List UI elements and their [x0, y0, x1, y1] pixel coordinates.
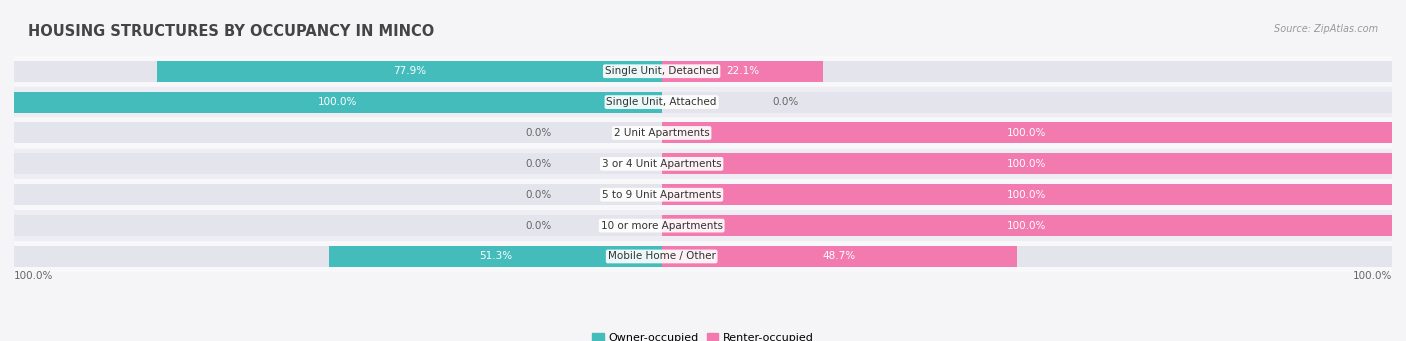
Text: 0.0%: 0.0%	[526, 221, 551, 231]
Text: 100.0%: 100.0%	[1007, 128, 1046, 138]
Bar	[14, 210, 1392, 241]
Bar	[14, 118, 1392, 148]
Text: 0.0%: 0.0%	[526, 190, 551, 200]
Text: 2 Unit Apartments: 2 Unit Apartments	[614, 128, 710, 138]
Bar	[14, 92, 662, 113]
Bar	[157, 61, 662, 82]
Bar	[14, 87, 1392, 117]
Text: Single Unit, Detached: Single Unit, Detached	[605, 66, 718, 76]
Text: 100.0%: 100.0%	[1007, 221, 1046, 231]
Text: 100.0%: 100.0%	[1007, 190, 1046, 200]
Bar	[662, 215, 1392, 236]
Text: Single Unit, Attached: Single Unit, Attached	[606, 97, 717, 107]
Bar	[14, 92, 1392, 113]
Bar	[662, 246, 1018, 267]
Bar	[14, 122, 1392, 144]
Text: 0.0%: 0.0%	[772, 97, 799, 107]
Bar	[329, 246, 662, 267]
Text: 5 to 9 Unit Apartments: 5 to 9 Unit Apartments	[602, 190, 721, 200]
Text: 48.7%: 48.7%	[823, 251, 856, 262]
Bar	[14, 241, 1392, 272]
Legend: Owner-occupied, Renter-occupied: Owner-occupied, Renter-occupied	[588, 328, 818, 341]
Text: 0.0%: 0.0%	[526, 128, 551, 138]
Text: 22.1%: 22.1%	[725, 66, 759, 76]
Bar	[662, 122, 1392, 144]
Text: Source: ZipAtlas.com: Source: ZipAtlas.com	[1274, 24, 1378, 34]
Bar	[662, 184, 1392, 205]
Text: Mobile Home / Other: Mobile Home / Other	[607, 251, 716, 262]
Text: 100.0%: 100.0%	[1353, 271, 1392, 281]
Bar	[662, 153, 1392, 174]
Text: HOUSING STRUCTURES BY OCCUPANCY IN MINCO: HOUSING STRUCTURES BY OCCUPANCY IN MINCO	[28, 24, 434, 39]
Bar	[14, 61, 1392, 82]
Bar	[14, 179, 1392, 210]
Bar	[662, 61, 823, 82]
Bar	[14, 149, 1392, 179]
Bar	[14, 184, 1392, 205]
Bar	[14, 56, 1392, 86]
Text: 100.0%: 100.0%	[1007, 159, 1046, 169]
Bar	[14, 246, 1392, 267]
Text: 51.3%: 51.3%	[479, 251, 512, 262]
Text: 10 or more Apartments: 10 or more Apartments	[600, 221, 723, 231]
Text: 0.0%: 0.0%	[526, 159, 551, 169]
Text: 100.0%: 100.0%	[318, 97, 357, 107]
Bar	[14, 215, 1392, 236]
Text: 77.9%: 77.9%	[392, 66, 426, 76]
Bar	[14, 153, 1392, 174]
Text: 100.0%: 100.0%	[14, 271, 53, 281]
Text: 3 or 4 Unit Apartments: 3 or 4 Unit Apartments	[602, 159, 721, 169]
